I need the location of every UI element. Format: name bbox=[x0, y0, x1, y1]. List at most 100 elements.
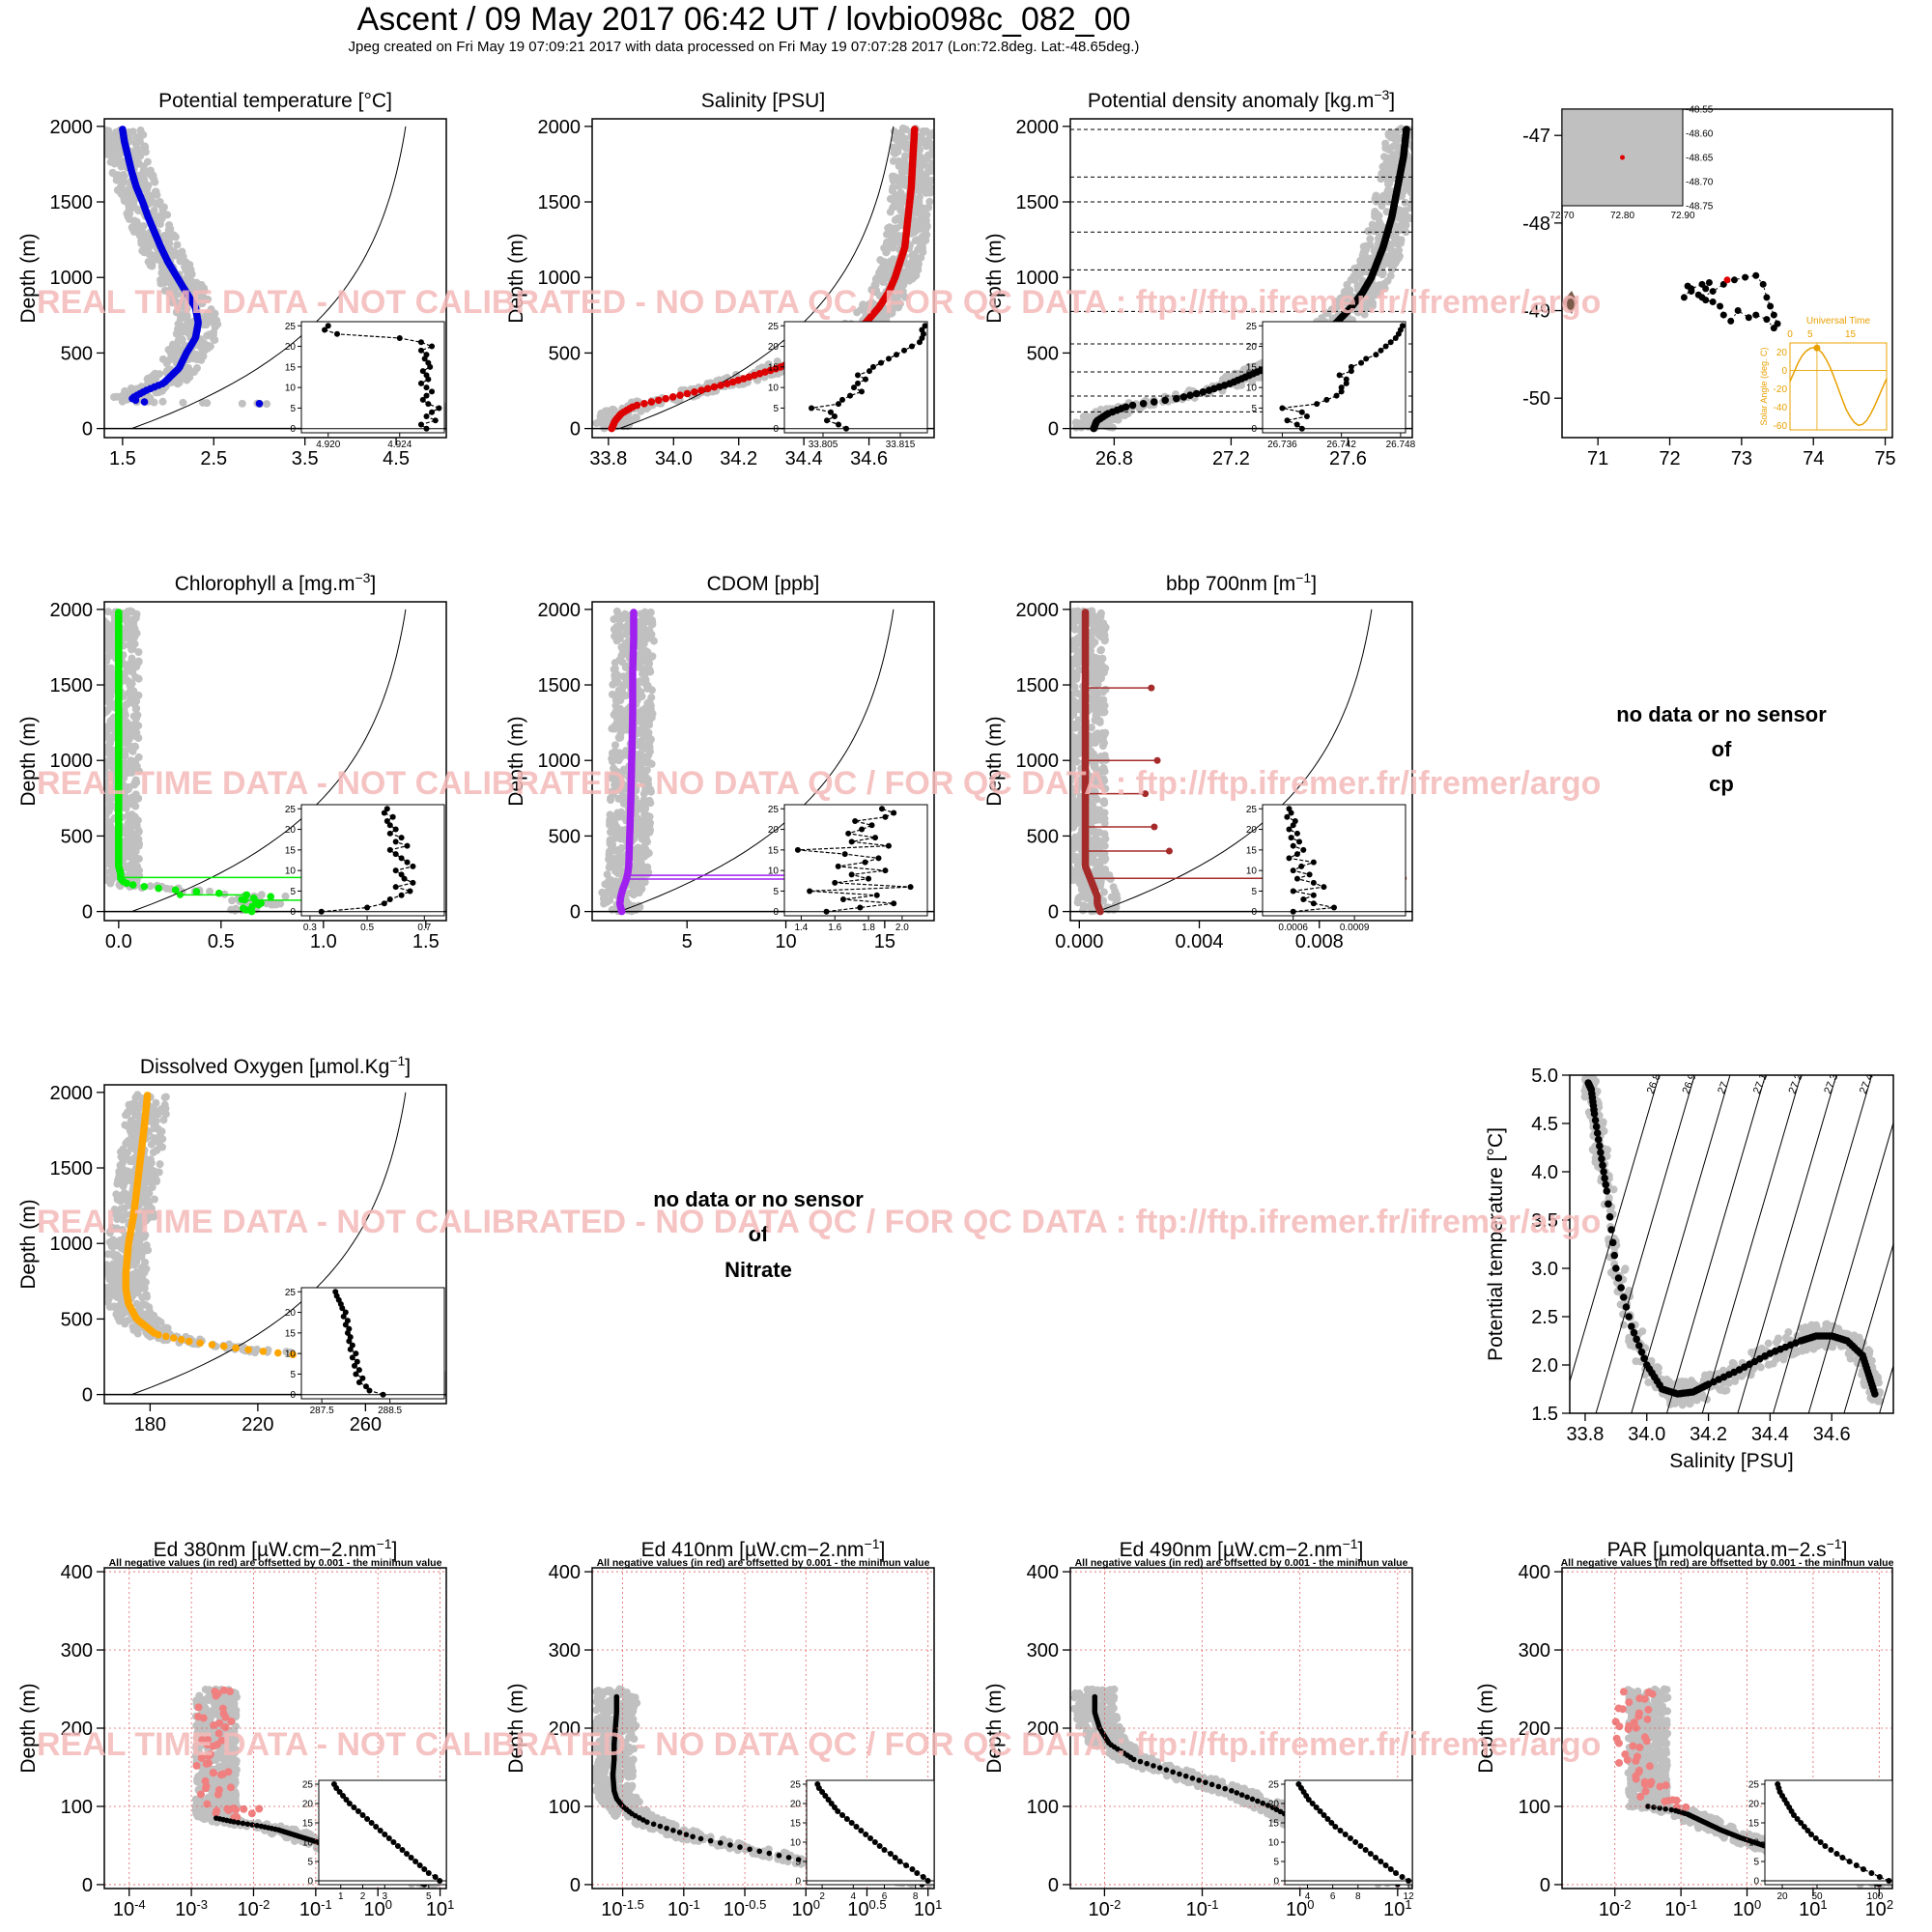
history-point bbox=[1392, 222, 1401, 231]
inset-point bbox=[425, 401, 432, 408]
history-point bbox=[1418, 146, 1426, 154]
y-axis-label: Depth (m) bbox=[505, 716, 527, 806]
history-point bbox=[203, 331, 212, 340]
history-point bbox=[124, 824, 132, 833]
history-point bbox=[97, 700, 104, 708]
axes-frame bbox=[591, 601, 935, 922]
reference-curve bbox=[131, 609, 407, 913]
history-point bbox=[1414, 164, 1422, 172]
history-point bbox=[126, 200, 134, 209]
history-point bbox=[104, 728, 111, 737]
profile-point bbox=[654, 396, 663, 405]
history-point bbox=[1092, 408, 1100, 416]
inset-point bbox=[867, 368, 872, 375]
history-point bbox=[1392, 139, 1401, 148]
history-point bbox=[140, 248, 149, 257]
history-point bbox=[616, 733, 625, 742]
inset-y-tick-label: 5 bbox=[773, 404, 779, 414]
profile-point bbox=[1128, 401, 1137, 410]
history-point bbox=[914, 266, 923, 274]
history-point bbox=[633, 858, 641, 867]
history-point bbox=[139, 166, 148, 175]
history-point bbox=[96, 824, 103, 832]
history-point bbox=[128, 870, 137, 879]
inset-y-tick-label: 5 bbox=[290, 887, 296, 897]
history-point bbox=[605, 849, 613, 858]
y-tick-label: 500 bbox=[1027, 343, 1059, 364]
inset-point bbox=[836, 421, 841, 428]
history-point bbox=[1384, 144, 1393, 153]
inset-point bbox=[423, 425, 430, 432]
inset-point bbox=[389, 813, 396, 820]
history-point bbox=[618, 658, 627, 667]
history-point bbox=[104, 630, 113, 639]
history-point bbox=[1420, 145, 1428, 153]
history-point bbox=[160, 236, 169, 244]
history-point bbox=[1386, 271, 1395, 280]
history-point bbox=[870, 281, 879, 290]
history-point bbox=[187, 270, 196, 278]
inset-y-tick-label: 25 bbox=[285, 322, 297, 332]
history-point bbox=[448, 415, 456, 423]
y-axis-label: Depth (m) bbox=[983, 233, 1006, 323]
y-tick-label: 1500 bbox=[50, 675, 94, 696]
history-point bbox=[618, 643, 627, 652]
profile-point bbox=[267, 893, 275, 900]
history-point bbox=[1332, 298, 1341, 306]
history-point bbox=[122, 700, 130, 709]
inset-point bbox=[423, 392, 430, 399]
inset-point bbox=[855, 380, 861, 386]
inset-point bbox=[1303, 412, 1310, 419]
reference-curve bbox=[131, 126, 407, 430]
inset-point bbox=[398, 855, 405, 862]
history-point bbox=[134, 132, 143, 141]
inset-point bbox=[891, 900, 897, 907]
y-tick-label: 2000 bbox=[50, 117, 94, 138]
reference-curve bbox=[619, 609, 895, 913]
history-point bbox=[107, 770, 116, 779]
history-point bbox=[104, 146, 113, 155]
history-point bbox=[637, 610, 645, 618]
x-tick-label: 34.2 bbox=[720, 448, 757, 469]
y-tick-label: 2000 bbox=[1016, 117, 1060, 138]
inset-y-tick-label: 25 bbox=[1246, 322, 1258, 332]
inset-point bbox=[836, 401, 841, 408]
inset-y-tick-label: 10 bbox=[285, 867, 297, 877]
inset-point bbox=[828, 409, 834, 415]
history-point bbox=[128, 864, 137, 872]
history-point bbox=[109, 671, 118, 680]
inset-frame bbox=[1262, 321, 1406, 434]
history-point bbox=[1248, 378, 1257, 386]
history-point bbox=[640, 838, 649, 846]
inset-point bbox=[807, 888, 813, 895]
history-point bbox=[611, 659, 619, 668]
history-point bbox=[268, 900, 276, 909]
history-point bbox=[135, 839, 144, 848]
history-point bbox=[104, 642, 108, 651]
history-point bbox=[126, 209, 134, 217]
history-point bbox=[895, 175, 903, 184]
history-point bbox=[450, 423, 458, 431]
inset-point bbox=[386, 846, 393, 853]
y-tick-label: 1000 bbox=[538, 268, 582, 289]
history-point bbox=[1072, 423, 1081, 432]
inset-point bbox=[1293, 421, 1300, 428]
history-point bbox=[895, 193, 903, 202]
history-point bbox=[1378, 162, 1387, 171]
y-tick-label: 0 bbox=[82, 419, 93, 440]
history-point bbox=[104, 796, 111, 805]
history-point bbox=[1420, 144, 1428, 152]
history-point bbox=[639, 789, 648, 798]
history-point bbox=[612, 607, 621, 615]
history-point bbox=[615, 633, 624, 641]
history-point bbox=[134, 691, 143, 699]
x-tick-label: 0.5 bbox=[208, 931, 235, 952]
inset-point bbox=[832, 879, 838, 886]
history-point bbox=[1402, 228, 1410, 237]
inset-point bbox=[392, 826, 399, 833]
history-point bbox=[129, 712, 138, 721]
history-point bbox=[200, 346, 209, 355]
profile-point bbox=[1173, 394, 1180, 403]
